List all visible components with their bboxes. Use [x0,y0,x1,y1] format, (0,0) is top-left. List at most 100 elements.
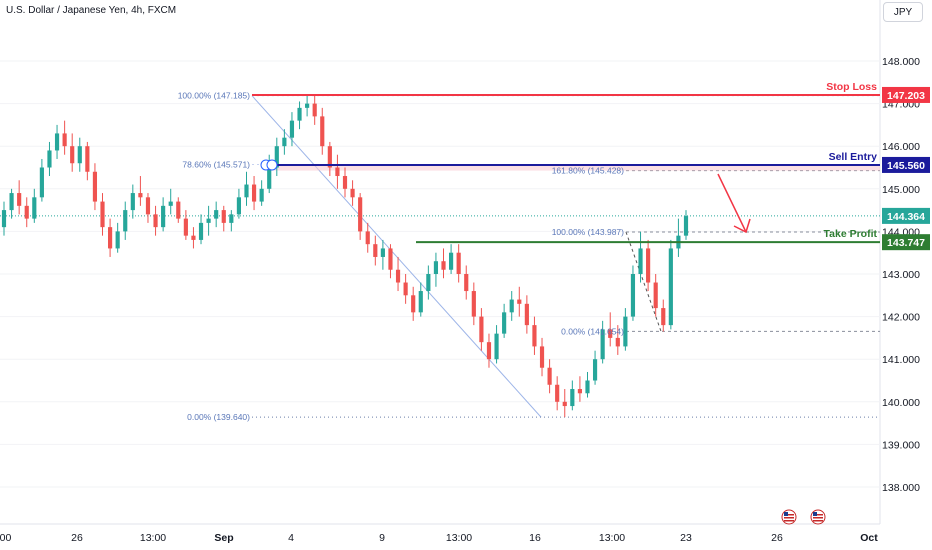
us-flag-icon[interactable] [810,509,826,525]
candle-body [683,216,689,236]
candle-body [426,274,431,292]
candle-body [449,252,454,270]
candle-body [229,214,234,223]
x-tick-label: 13:00 [446,532,472,544]
candle-body [320,116,325,147]
candle-body [570,389,575,407]
level-name: Sell Entry [829,151,878,163]
candle-body [380,248,385,257]
candle-body [54,133,60,151]
candle-body [615,337,620,347]
x-tick-label: Sep [214,532,233,544]
candle-body [350,188,355,198]
x-axis: :00 26 13:00 Sep 4 9 13:00 16 13:00 23 26 Oct [0,532,878,544]
flag-canton [784,512,788,516]
candle-body [433,261,439,274]
candle-body [342,176,348,189]
candle-body [517,299,522,304]
y-tick-label: 145.000 [882,184,920,196]
candle-body [153,214,158,228]
candle-body [395,269,401,283]
current-price-tag [882,207,930,224]
candle-body [32,197,37,219]
currency-selector[interactable]: JPY [883,2,923,22]
fib-label: 0.00% (139.640) [187,412,250,422]
event-flags[interactable] [781,509,826,525]
candle-body [77,146,82,164]
candle-body [176,201,181,219]
price-levels: Stop Loss 147.203 Sell Entry 145.560 Take Pr… [252,81,930,251]
x-tick-label: 13:00 [140,532,166,544]
candle-body [206,218,211,223]
candle-body [608,329,613,338]
candle-body [638,248,643,274]
fib-label: 100.00% (143.987) [552,227,624,237]
candle-body [100,201,105,228]
candle-body [373,244,378,257]
flag-stripe [784,517,794,519]
level-name: Stop Loss [826,81,877,93]
candle-body [403,282,408,296]
candle-body [388,248,393,270]
y-tick-label: 138.000 [882,482,920,494]
candle-body [646,248,651,283]
y-tick-label: 143.000 [882,269,920,281]
candle-body [562,401,567,407]
candle-body [623,316,628,347]
candle-body [115,231,120,249]
candle-body [214,210,219,219]
candle-body [411,295,416,313]
forecast-arrow-head [733,218,751,234]
candle-body [251,184,257,202]
flag-stripe [813,514,823,516]
candle-body [267,167,272,189]
candle-body [305,103,310,108]
level-price-text: 145.560 [887,160,925,172]
candle-body [297,107,302,121]
candle-body [168,201,173,206]
candle-body [289,120,295,138]
candlestick-series [1,95,689,418]
candle-body [532,325,537,347]
y-tick-label: 139.000 [882,439,920,451]
candle-body [585,380,590,394]
annotations [0,95,880,418]
candle-body [418,291,423,313]
y-tick-label: 148.000 [882,56,920,68]
candle-body [145,197,151,215]
candle-body [577,389,582,394]
candle-body [108,227,113,249]
candle-body [358,197,363,232]
candle-body [236,197,241,215]
candle-body [335,167,340,177]
candle-body [539,346,545,368]
fib-trend-line [251,95,542,418]
x-tick-label: 26 [771,532,783,544]
candle-body [221,210,226,223]
us-flag-icon[interactable] [781,509,797,525]
y-tick-label: 146.000 [882,141,920,153]
y-tick-label: 141.000 [882,354,920,366]
candle-body [630,274,636,317]
candle-body [365,231,370,245]
candle-body [24,205,29,219]
flag-stripe [784,514,794,516]
candle-body [70,146,75,164]
x-tick-label: 9 [379,532,385,544]
x-tick-label: 23 [680,532,692,544]
candle-body [668,248,673,326]
candle-body [1,210,7,228]
candle-body [47,150,52,168]
flag-stripe [813,520,823,522]
fib-label: 78.60% (145.571) [182,159,250,169]
candle-body [327,146,332,168]
candle-body [502,312,507,334]
candle-body [161,205,166,228]
fib-label: 100.00% (147.185) [178,91,250,101]
chart-title: U.S. Dollar / Japanese Yen, 4h, FXCM [6,5,177,16]
candle-body [456,252,461,274]
grid-lines [0,0,881,525]
x-tick-label: 16 [529,532,541,544]
candle-body [600,329,605,360]
